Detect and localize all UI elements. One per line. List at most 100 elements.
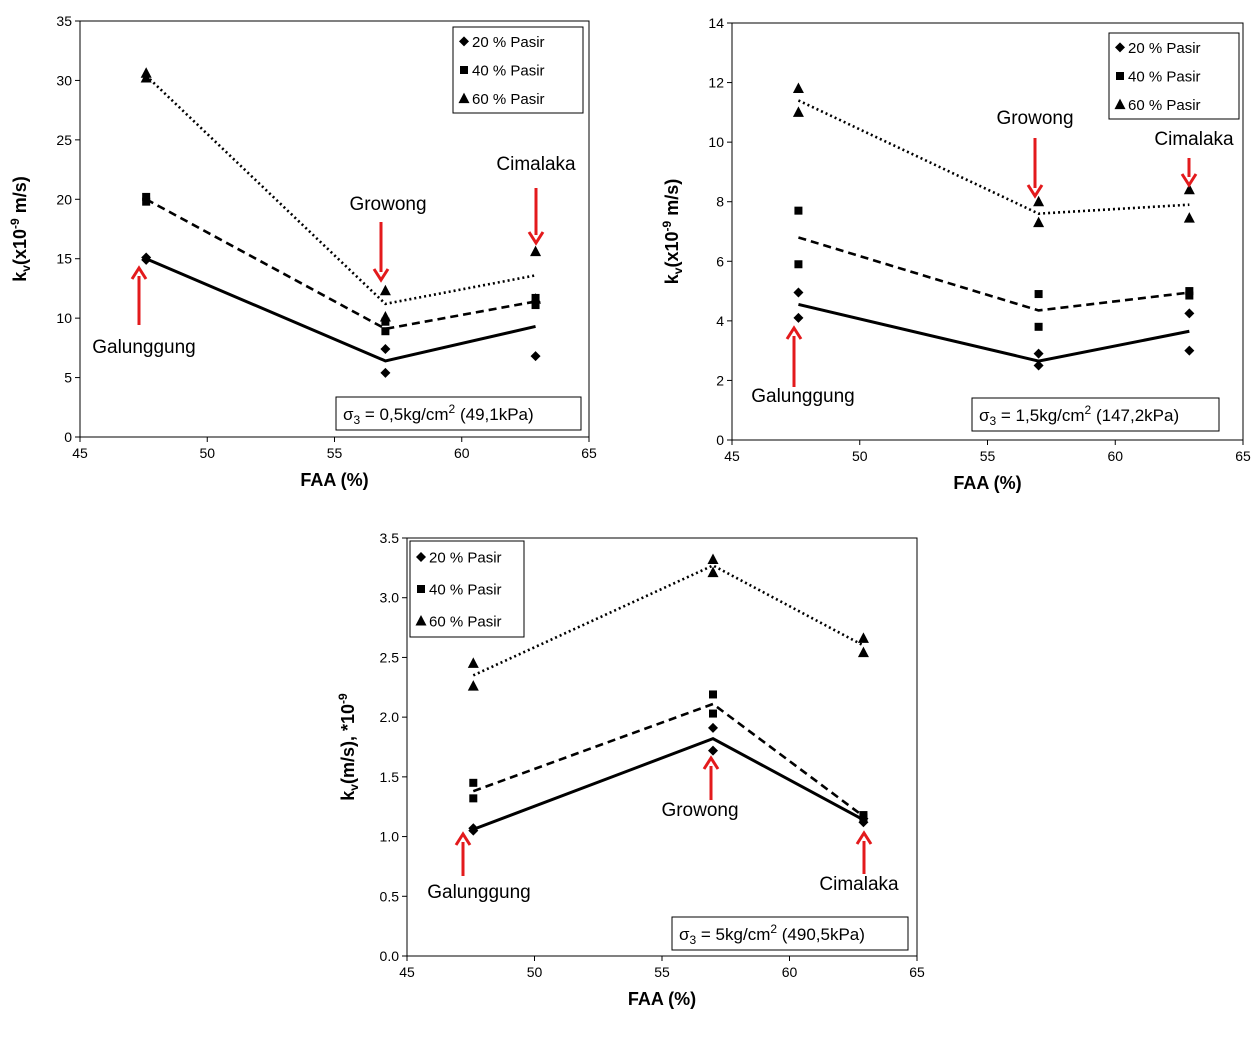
arrow-up-icon xyxy=(454,831,472,846)
data-point-square xyxy=(709,690,717,699)
x-tick-label: 55 xyxy=(654,964,670,980)
trend-line-3 xyxy=(145,74,536,306)
x-tick-label: 65 xyxy=(1235,448,1251,464)
legend: 20 % Pasir 40 % Pasir 60 % Pasir xyxy=(409,540,525,638)
data-point-triangle xyxy=(379,310,391,322)
condition-box xyxy=(971,397,1220,432)
arrow-down-icon xyxy=(372,268,390,283)
data-point-diamond xyxy=(708,745,718,756)
data-point-square xyxy=(142,197,151,206)
data-point-triangle xyxy=(140,72,152,83)
x-tick-label: 55 xyxy=(980,448,996,464)
data-point-diamond xyxy=(141,252,152,263)
legend-marker-triangle xyxy=(415,615,427,626)
x-tick-label: 60 xyxy=(1107,448,1123,464)
data-point-diamond xyxy=(1033,348,1044,359)
data-point-square xyxy=(381,327,390,336)
data-point-diamond xyxy=(1033,360,1044,371)
x-tick-label: 65 xyxy=(581,445,597,461)
arrow-down-icon xyxy=(527,231,545,246)
x-tick-label: 60 xyxy=(782,964,798,980)
legend-entry-label: 20 % Pasir xyxy=(472,34,545,51)
data-point-square xyxy=(381,317,390,326)
legend: 20 % Pasir 40 % Pasir 60 % Pasir xyxy=(452,26,584,114)
data-point-triangle xyxy=(707,566,719,578)
chart-panel-3: 0.0 0.5 1.0 1.5 2.0 2.5 3.0 3.5 45 50 55 60 65 FAA (%… xyxy=(336,530,925,1009)
arrow-up-icon xyxy=(130,265,148,280)
y-tick-label: 0.0 xyxy=(380,948,400,964)
chart-panel-1: 0 5 10 15 20 25 30 35 45 50 55 60 65 FAA (%) kv(x10-9 … xyxy=(8,13,597,490)
legend-marker-triangle xyxy=(1114,98,1126,110)
data-point-square xyxy=(709,709,717,718)
chart-panel-2: 0 2 4 6 8 10 12 14 45 50 55 60 65 FAA (%) kv(x10-9 m/s… xyxy=(660,15,1251,493)
arrow-up-icon xyxy=(855,830,873,845)
site-label: Growong xyxy=(996,108,1073,129)
condition-box xyxy=(335,396,582,431)
y-tick-label: 15 xyxy=(56,251,72,267)
x-axis-label: FAA (%) xyxy=(300,470,368,490)
data-point-diamond xyxy=(380,344,391,355)
legend-marker-square xyxy=(417,585,425,593)
y-tick-label: 0 xyxy=(716,432,724,448)
data-point-triangle xyxy=(467,657,479,668)
test-condition-label: σ3 = 5kg/cm2 (490,5kPa) xyxy=(679,922,865,947)
legend-entry-label: 40 % Pasir xyxy=(1128,69,1201,86)
data-point-square xyxy=(794,260,803,269)
y-tick-label: 1.5 xyxy=(380,769,400,785)
y-tick-label: 6 xyxy=(716,253,724,269)
legend-entry-label: 60 % Pasir xyxy=(429,614,502,631)
y-tick-label: 20 xyxy=(56,191,72,207)
y-axis-label: kv(x10-9 m/s) xyxy=(660,179,685,284)
y-tick-label: 2 xyxy=(716,372,724,388)
y-tick-label: 0 xyxy=(64,429,72,445)
y-tick-label: 2.0 xyxy=(380,709,400,725)
y-tick-label: 14 xyxy=(708,15,724,31)
y-tick-label: 2.5 xyxy=(380,649,400,665)
data-point-square xyxy=(1185,287,1194,296)
data-point-square xyxy=(142,192,151,201)
y-tick-label: 4 xyxy=(716,313,724,329)
data-point-triangle xyxy=(530,245,542,257)
data-point-diamond xyxy=(1184,308,1195,319)
legend-marker-square xyxy=(460,66,468,74)
trend-line-1 xyxy=(145,257,536,363)
data-point-square xyxy=(859,813,868,822)
data-point-diamond xyxy=(793,287,804,298)
trend-line-2 xyxy=(145,198,536,331)
legend-entry-label: 20 % Pasir xyxy=(1128,40,1201,57)
data-point-diamond xyxy=(708,722,718,733)
data-point-square xyxy=(469,794,478,803)
site-label: Galunggung xyxy=(92,337,196,358)
trend-line-3 xyxy=(472,564,865,677)
x-tick-label: 50 xyxy=(852,448,868,464)
x-tick-label: 60 xyxy=(454,445,470,461)
site-label: Galunggung xyxy=(427,882,531,903)
data-point-square xyxy=(1034,322,1043,331)
arrow-down-icon xyxy=(1026,184,1044,199)
x-tick-label: 55 xyxy=(327,445,343,461)
x-tick-label: 45 xyxy=(72,445,88,461)
legend-box xyxy=(409,540,525,638)
x-axis-label: FAA (%) xyxy=(628,989,696,1009)
y-axis-label: kv(x10-9 m/s) xyxy=(8,176,33,281)
data-point-diamond xyxy=(793,312,804,323)
trend-line-1 xyxy=(472,736,865,831)
data-point-triangle xyxy=(530,293,542,304)
data-point-triangle xyxy=(792,82,804,94)
x-axis-label: FAA (%) xyxy=(953,473,1021,493)
data-point-diamond xyxy=(380,367,391,378)
data-point-square xyxy=(1185,291,1194,300)
y-axis-label: kv(m/s), *10-9 xyxy=(336,693,361,801)
legend-entry-label: 40 % Pasir xyxy=(429,582,502,599)
data-point-diamond xyxy=(530,351,541,362)
legend-marker-diamond xyxy=(416,552,426,562)
legend-marker-diamond xyxy=(459,36,469,47)
site-label: Growong xyxy=(349,194,426,215)
site-label: Cimalaka xyxy=(1154,129,1234,150)
legend-entry-label: 60 % Pasir xyxy=(1128,97,1201,114)
data-point-triangle xyxy=(1033,195,1045,207)
site-label: Cimalaka xyxy=(496,154,576,175)
data-point-square xyxy=(531,301,540,310)
data-point-square xyxy=(794,206,803,215)
